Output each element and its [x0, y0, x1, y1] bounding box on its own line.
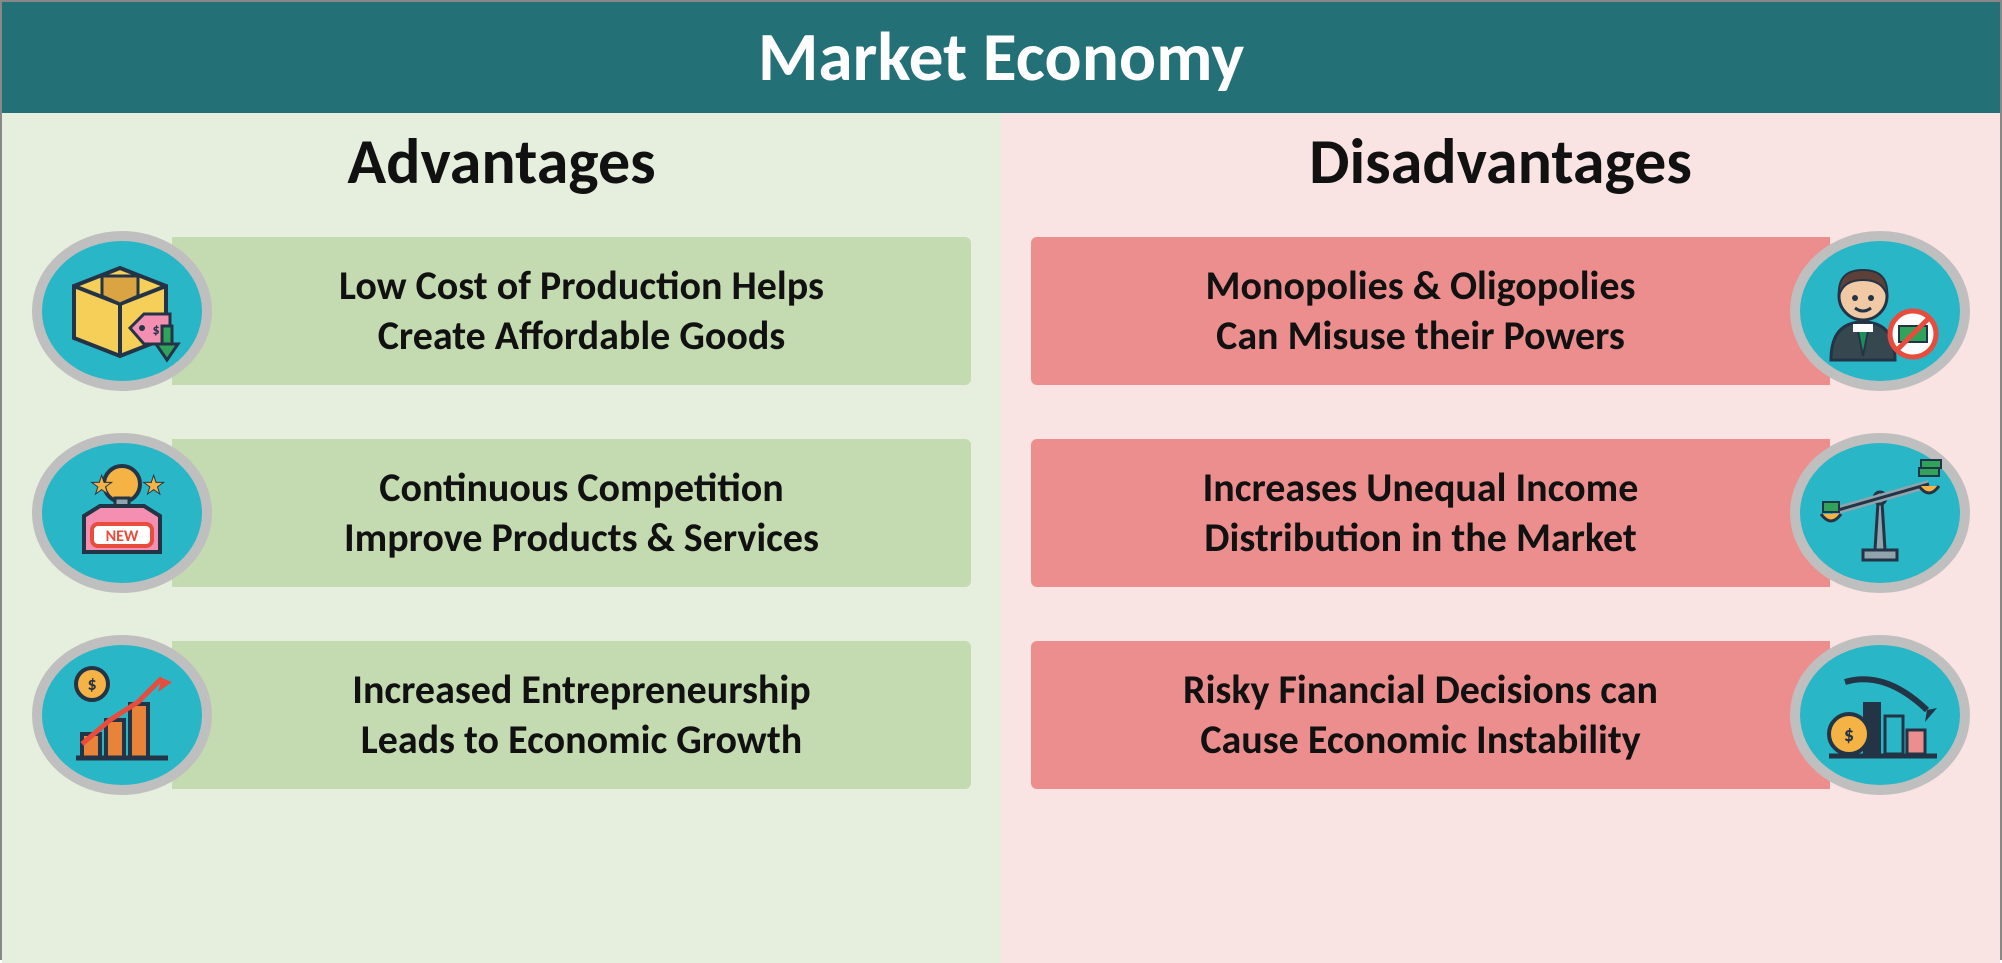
adv-bar-3: Increased Entrepreneurship Leads to Econ… — [172, 641, 971, 789]
adv-row-2: ★ ★ NEW Continuous Competition Improve P… — [32, 433, 971, 593]
adv-text-3: Increased Entrepreneurship Leads to Econ… — [352, 665, 810, 765]
svg-text:★: ★ — [90, 469, 113, 501]
adv-text-1: Low Cost of Production Helps Create Affo… — [339, 261, 824, 361]
svg-text:$: $ — [152, 321, 159, 338]
adv-row-3: $ Increased Entrepreneurship Leads to Ec… — [32, 635, 971, 795]
dis-bar-3: Risky Financial Decisions can Cause Econ… — [1031, 641, 1830, 789]
advantages-column: Advantages $ — [2, 113, 1001, 963]
adv-bar-2: Continuous Competition Improve Products … — [172, 439, 971, 587]
adv-text-2: Continuous Competition Improve Products … — [344, 463, 819, 563]
svg-text:NEW: NEW — [106, 527, 139, 546]
unbalanced-scale-icon — [1790, 433, 1970, 593]
dis-bar-2: Increases Unequal Income Distribution in… — [1031, 439, 1830, 587]
dis-text-1: Monopolies & Oligopolies Can Misuse thei… — [1206, 261, 1636, 361]
businessman-icon — [1790, 231, 1970, 391]
dis-bar-1: Monopolies & Oligopolies Can Misuse thei… — [1031, 237, 1830, 385]
svg-text:$: $ — [87, 673, 96, 695]
svg-text:★: ★ — [142, 469, 165, 501]
advantages-title: Advantages — [32, 123, 971, 201]
columns-wrap: Advantages $ — [2, 113, 2000, 963]
adv-bar-1: Low Cost of Production Helps Create Affo… — [172, 237, 971, 385]
svg-text:$: $ — [1844, 723, 1854, 747]
dis-text-3: Risky Financial Decisions can Cause Econ… — [1183, 665, 1658, 765]
dis-row-3: $ Risky Financial Decisions can Cause Ec… — [1031, 635, 1970, 795]
growth-chart-icon: $ — [32, 635, 212, 795]
dis-text-2: Increases Unequal Income Distribution in… — [1203, 463, 1639, 563]
disadvantages-column: Disadvantages — [1001, 113, 2000, 963]
dis-row-1: Monopolies & Oligopolies Can Misuse thei… — [1031, 231, 1970, 391]
box-price-icon: $ — [32, 231, 212, 391]
header-bar: Market Economy — [2, 2, 2000, 113]
new-idea-icon: ★ ★ NEW — [32, 433, 212, 593]
main-title: Market Economy — [758, 14, 1244, 99]
decline-chart-icon: $ — [1790, 635, 1970, 795]
dis-row-2: Increases Unequal Income Distribution in… — [1031, 433, 1970, 593]
adv-row-1: $ Low Cost of Production Helps Create Af… — [32, 231, 971, 391]
disadvantages-title: Disadvantages — [1031, 123, 1970, 201]
infographic-container: Market Economy Advantages — [0, 0, 2002, 960]
